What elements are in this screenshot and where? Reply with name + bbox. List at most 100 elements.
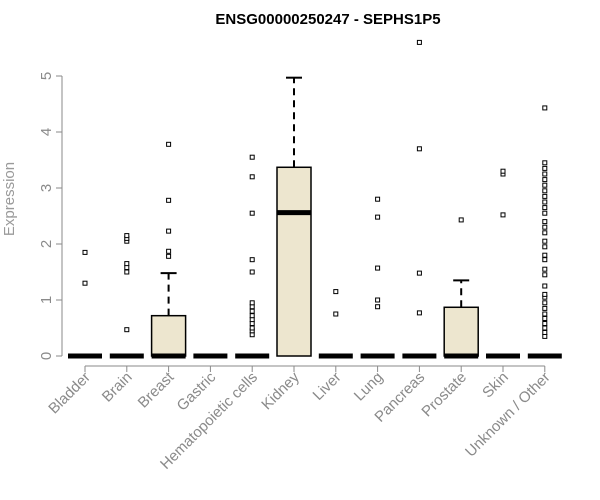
outlier-point <box>416 310 422 316</box>
outlier-point <box>166 197 172 203</box>
box-brain <box>109 233 144 359</box>
outlier-point <box>166 253 172 259</box>
box-prostate <box>443 217 479 359</box>
box-skin <box>486 168 520 359</box>
box-body <box>150 314 187 357</box>
outlier-point <box>542 257 548 263</box>
x-tick-label: Prostate <box>418 369 470 421</box>
x-tick-label: Brain <box>99 369 136 406</box>
y-axis-label: Expression <box>1 162 18 236</box>
outlier-point <box>333 311 339 317</box>
outlier-point <box>542 252 548 258</box>
boxes-group <box>68 39 562 359</box>
outlier-point <box>249 269 255 275</box>
outlier-point <box>166 248 172 254</box>
outlier-point <box>542 182 548 188</box>
outlier-point <box>542 171 548 177</box>
outlier-point <box>249 308 255 314</box>
x-tick-label: Kidney <box>258 368 303 413</box>
outlier-point <box>542 230 548 236</box>
outlier-point <box>542 266 548 272</box>
y-tick-label: 2 <box>38 240 55 248</box>
box-body <box>276 166 312 357</box>
outlier-point <box>500 168 506 174</box>
x-tick-label: Skin <box>479 369 512 402</box>
outlier-point <box>124 269 130 275</box>
outlier-point <box>249 304 255 310</box>
outlier-point <box>542 315 548 321</box>
outlier-point <box>249 313 255 319</box>
outlier-point <box>249 325 255 331</box>
outlier-point <box>416 146 422 152</box>
axes: 0 1 2 3 4 5 <box>38 72 546 372</box>
outlier-point <box>82 280 88 286</box>
outlier-point <box>542 193 548 199</box>
outlier-point <box>542 177 548 183</box>
outlier-point <box>416 39 422 45</box>
box-unknown-other <box>527 105 562 359</box>
box-body <box>443 306 479 357</box>
y-tick-label: 3 <box>38 184 55 192</box>
box-bladder <box>68 249 102 359</box>
outlier-point <box>500 212 506 218</box>
box-hematopoietic-cells <box>235 154 270 359</box>
outlier-point <box>542 291 548 297</box>
outlier-point <box>124 265 130 271</box>
outlier-point <box>542 224 548 230</box>
outlier-point <box>166 141 172 147</box>
outlier-point <box>82 249 88 255</box>
outlier-point <box>249 174 255 180</box>
outlier-point <box>458 217 464 223</box>
outlier-point <box>542 272 548 278</box>
y-tick-label: 1 <box>38 296 55 304</box>
outlier-point <box>542 210 548 216</box>
outlier-point <box>249 210 255 216</box>
x-tick-label: Bladder <box>45 369 94 418</box>
box-breast <box>150 141 187 359</box>
outlier-point <box>249 332 255 338</box>
outlier-point <box>542 238 548 244</box>
outlier-point <box>542 325 548 331</box>
outlier-point <box>542 160 548 166</box>
outlier-point <box>416 270 422 276</box>
x-tick-label: Breast <box>135 368 178 411</box>
outlier-point <box>542 333 548 339</box>
outlier-point <box>166 228 172 234</box>
y-tick-label: 4 <box>38 128 55 136</box>
chart-title: ENSG00000250247 - SEPHS1P5 <box>215 11 440 28</box>
outlier-point <box>249 300 255 306</box>
outlier-point <box>249 321 255 327</box>
outlier-point <box>542 205 548 211</box>
x-tick-label: Lung <box>351 369 387 405</box>
outlier-point <box>124 327 130 333</box>
outlier-point <box>542 219 548 225</box>
box-pancreas <box>402 39 437 359</box>
outlier-point <box>542 165 548 171</box>
outlier-point <box>124 261 130 267</box>
outlier-point <box>542 199 548 205</box>
outlier-point <box>249 154 255 160</box>
outlier-point <box>375 304 381 310</box>
outlier-point <box>249 257 255 263</box>
outlier-point <box>249 317 255 323</box>
outlier-point <box>542 188 548 194</box>
outlier-point <box>542 321 548 327</box>
outlier-point <box>542 283 548 289</box>
box-kidney <box>276 76 312 357</box>
box-lung <box>360 196 395 359</box>
outlier-point <box>124 233 130 239</box>
x-tick-label: Liver <box>310 369 345 404</box>
outlier-point <box>542 300 548 306</box>
outlier-point <box>542 311 548 317</box>
y-tick-label: 0 <box>38 352 55 360</box>
box-liver <box>318 289 353 359</box>
outlier-point <box>542 305 548 311</box>
outlier-point <box>333 289 339 295</box>
outlier-point <box>542 329 548 335</box>
outlier-point <box>375 297 381 303</box>
outlier-point <box>542 244 548 250</box>
outlier-point <box>375 265 381 271</box>
outlier-point <box>375 196 381 202</box>
